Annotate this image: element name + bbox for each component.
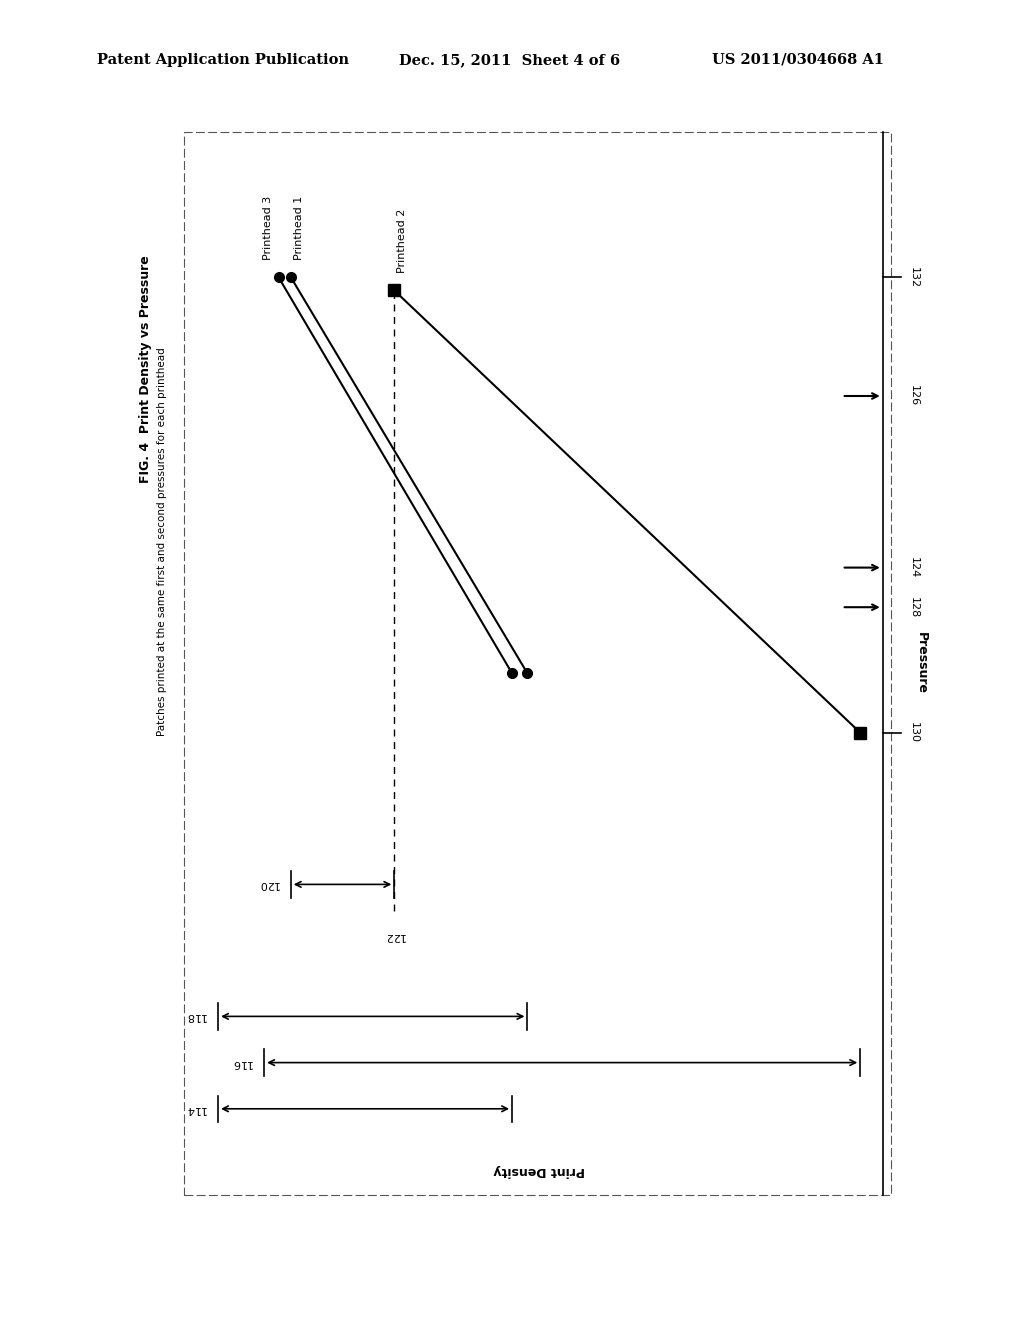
Bar: [184, 132, 891, 1195]
Text: 126: 126: [909, 385, 920, 407]
Text: Patches printed at the same first and second pressures for each printhead: Patches printed at the same first and se…: [157, 347, 167, 735]
Text: Printhead 1: Printhead 1: [294, 195, 304, 260]
Text: Printhead 2: Printhead 2: [397, 209, 408, 273]
Text: 116: 116: [230, 1057, 252, 1068]
Text: 130: 130: [909, 722, 920, 743]
Text: Patent Application Publication: Patent Application Publication: [97, 53, 349, 67]
Text: 118: 118: [184, 1011, 206, 1022]
Text: Dec. 15, 2011  Sheet 4 of 6: Dec. 15, 2011 Sheet 4 of 6: [399, 53, 621, 67]
Text: 132: 132: [909, 267, 920, 288]
Text: Printhead 3: Printhead 3: [263, 195, 273, 260]
Text: US 2011/0304668 A1: US 2011/0304668 A1: [712, 53, 884, 67]
Text: 124: 124: [909, 557, 920, 578]
Text: 122: 122: [384, 931, 404, 941]
Text: 114: 114: [184, 1104, 206, 1114]
Text: 120: 120: [257, 879, 279, 890]
Text: Print Density: Print Density: [494, 1164, 586, 1177]
Text: 128: 128: [909, 597, 920, 618]
Text: Pressure: Pressure: [915, 632, 928, 694]
Text: FIG. 4  Print Density vs Pressure: FIG. 4 Print Density vs Pressure: [139, 256, 152, 483]
